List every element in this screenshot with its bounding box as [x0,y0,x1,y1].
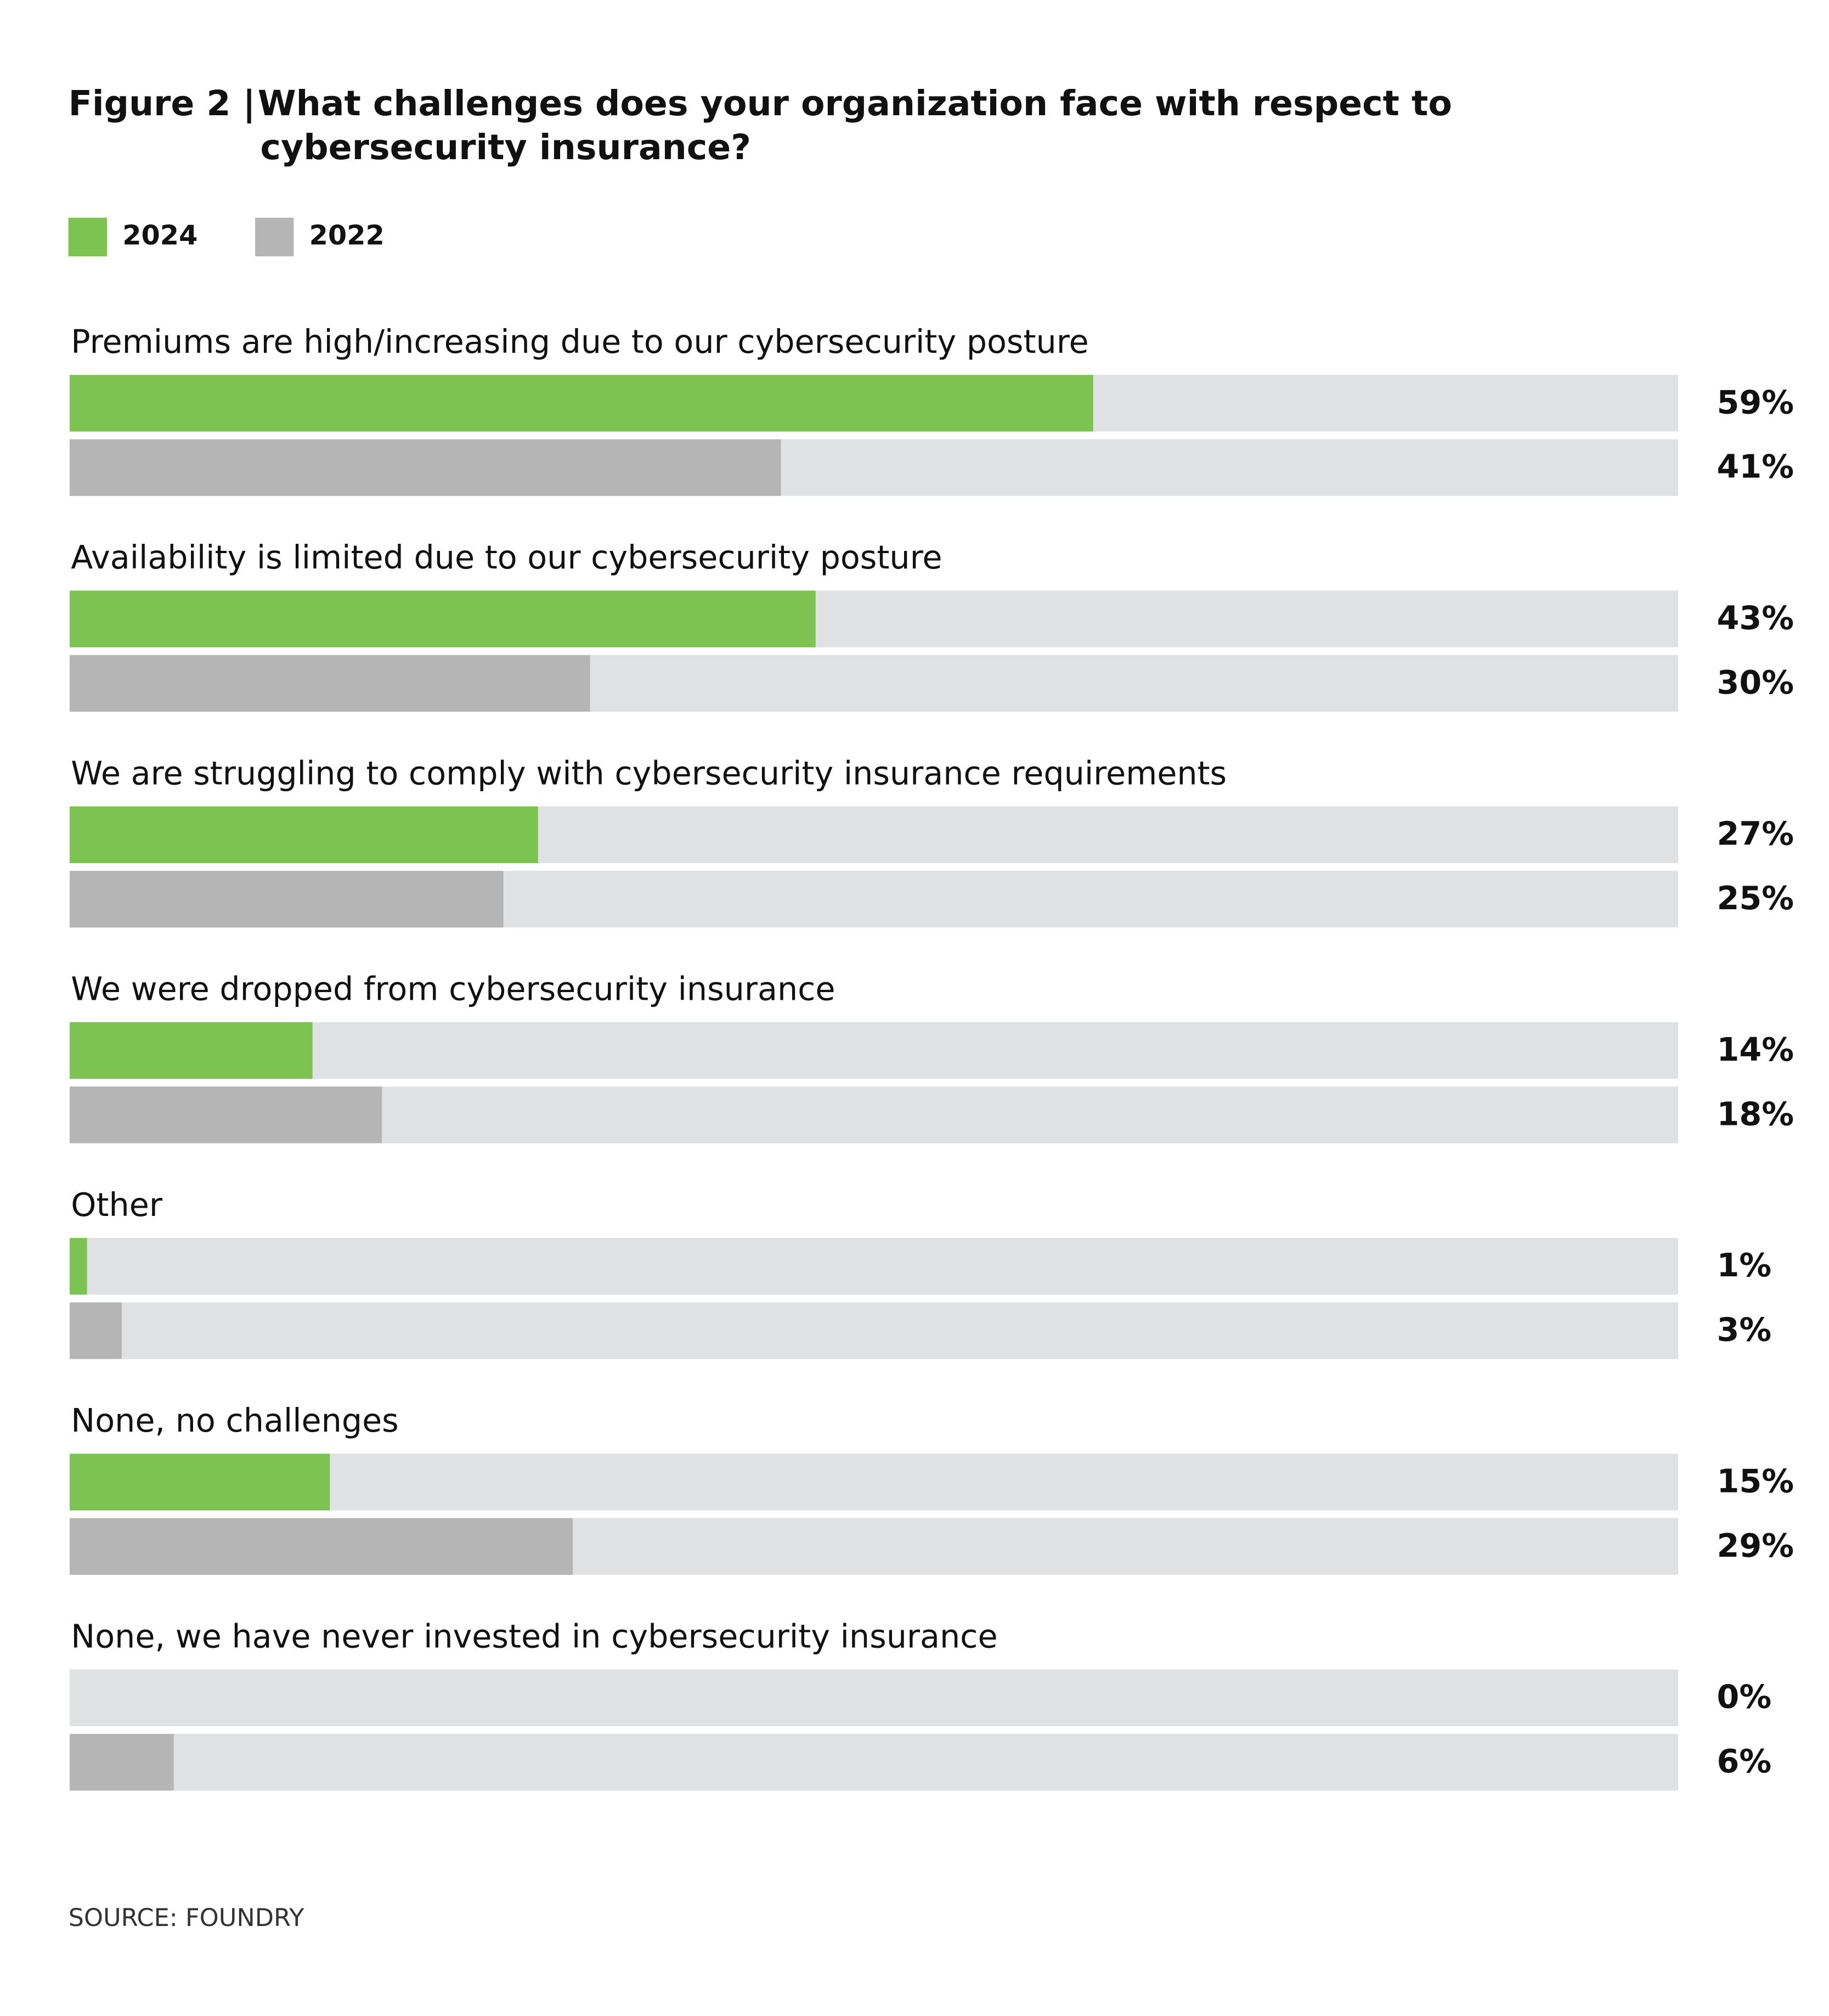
value-label: 59% [1717,384,1794,421]
bar [69,590,816,647]
value-label: 29% [1717,1527,1794,1564]
value-label: 1% [1717,1247,1772,1284]
bar [69,1733,174,1791]
value-label: 0% [1717,1679,1772,1716]
chart-title: cybersecurity insurance? [260,127,751,167]
category-label: None, we have never invested in cybersec… [71,1618,997,1655]
legend-label: 2022 [309,219,385,251]
legend-swatch [68,217,108,257]
value-label: 14% [1717,1031,1794,1068]
chart-title: What challenges does your organization f… [258,83,1452,123]
value-label: 18% [1717,1095,1794,1133]
value-label: 41% [1717,448,1794,486]
category-label: Availability is limited due to our cyber… [71,539,942,576]
value-label: 27% [1717,815,1794,853]
figure-label: Figure 2 | [69,83,256,124]
category-label: We were dropped from cybersecurity insur… [71,971,835,1008]
category-label: Other [71,1186,163,1224]
bar [69,870,504,928]
value-label: 43% [1717,599,1794,637]
category-label: We are struggling to comply with cyberse… [71,754,1227,792]
bar [69,1086,382,1144]
category-label: Premiums are high/increasing due to our … [71,323,1088,361]
source: SOURCE: FOUNDRY [69,1904,305,1932]
category-label: None, no challenges [71,1402,398,1439]
bar [69,1022,313,1079]
bar-track [69,1238,1679,1295]
value-label: 25% [1717,880,1794,917]
legend-label: 2024 [122,219,197,251]
bar [69,1302,122,1359]
bar [69,1518,573,1575]
bar [69,1454,330,1511]
legend-swatch [255,217,294,257]
bar [69,439,781,496]
value-label: 6% [1717,1743,1772,1780]
bar-track [69,1302,1679,1359]
bar [69,655,590,712]
bar [69,806,538,863]
value-label: 15% [1717,1462,1794,1500]
bar-track [69,1454,1679,1511]
bar-track [69,1669,1679,1726]
bar-track [69,1022,1679,1079]
bar-track [69,1733,1679,1791]
bar [69,1238,87,1295]
value-label: 3% [1717,1311,1772,1349]
bar [69,375,1093,432]
value-label: 30% [1717,664,1794,701]
